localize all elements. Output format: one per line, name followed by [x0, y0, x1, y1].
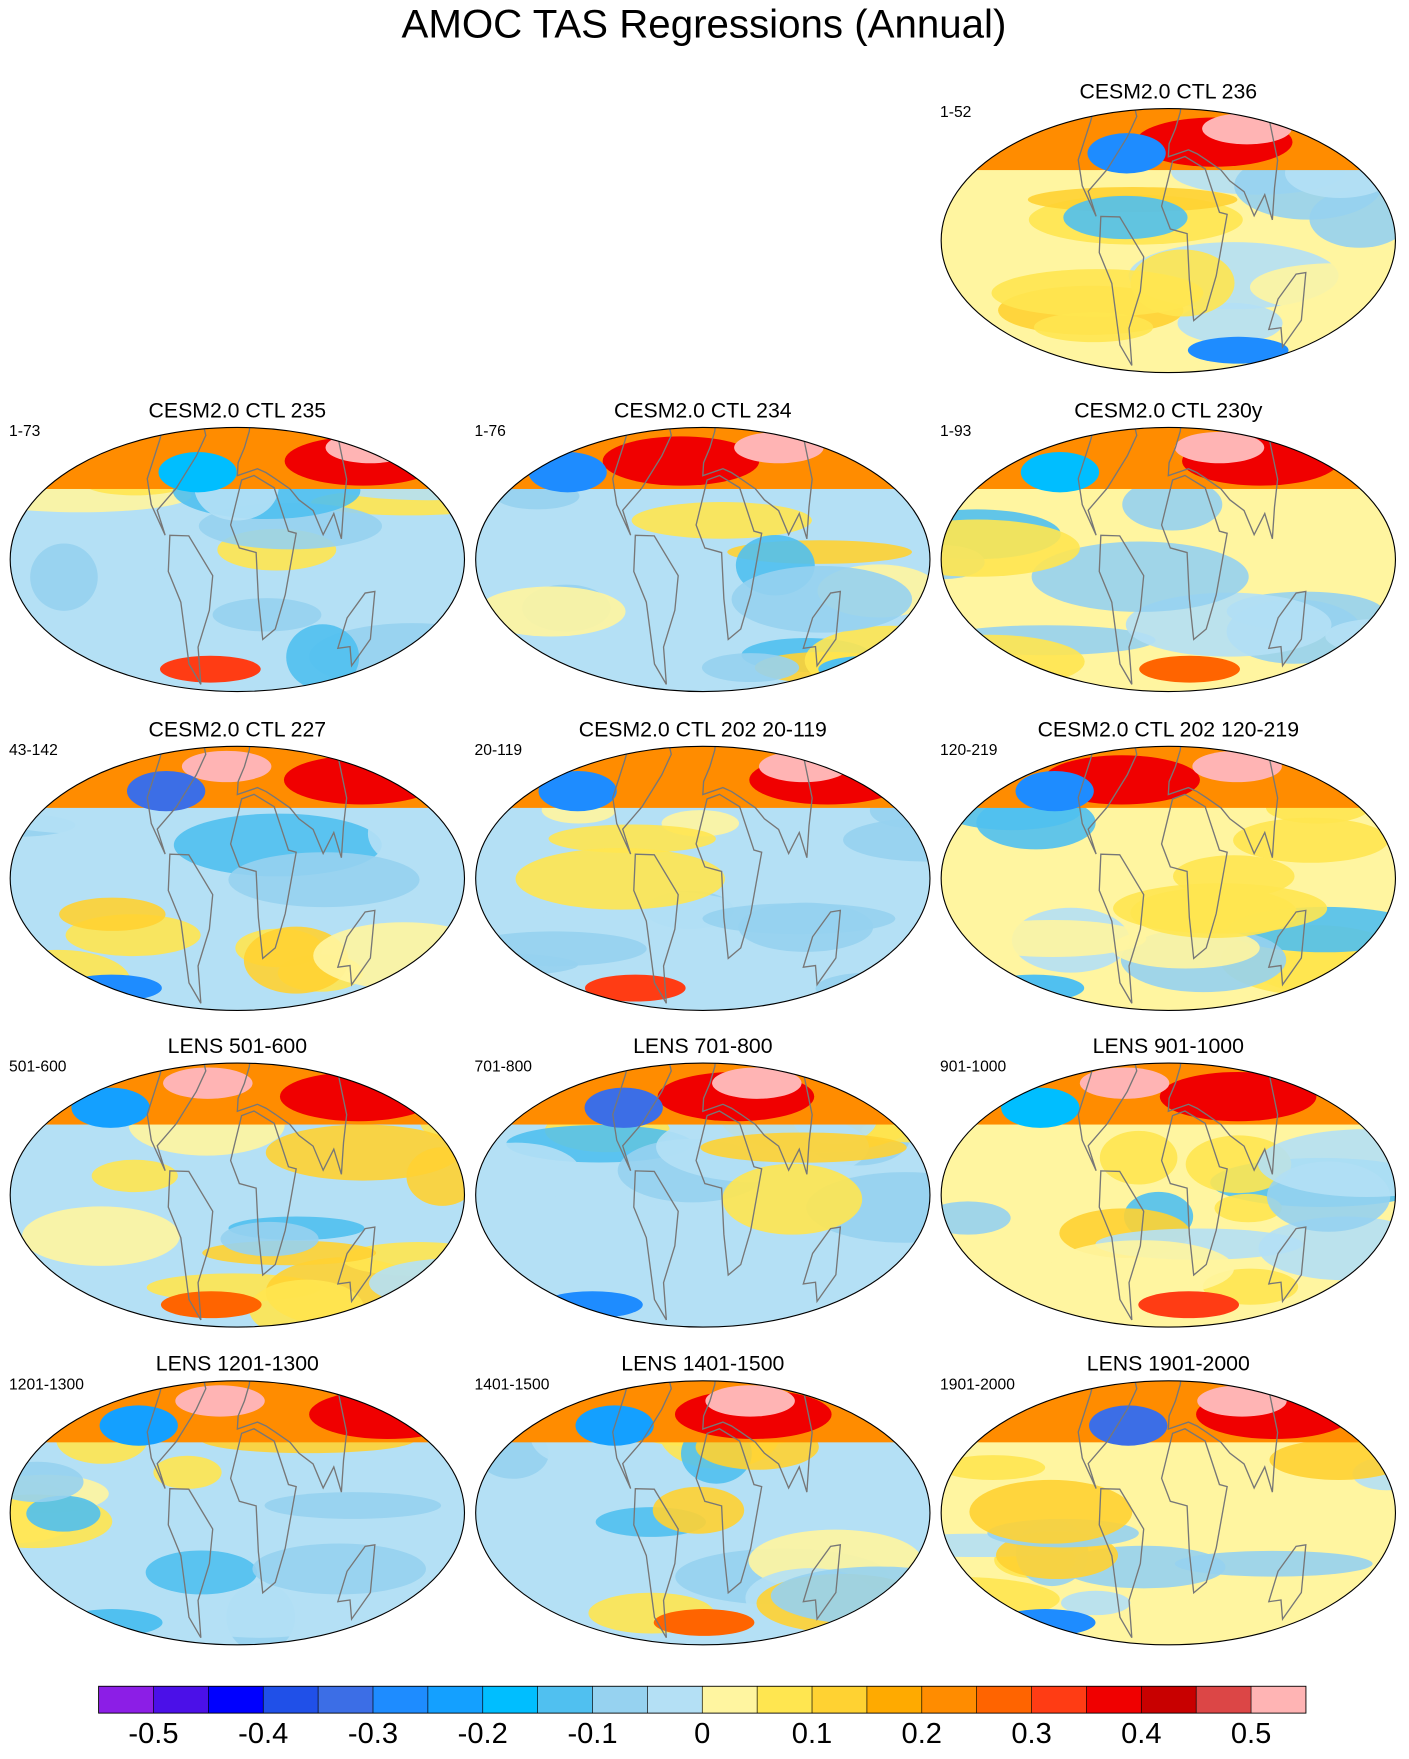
map-outline [9, 1062, 466, 1328]
colorbar-box [866, 1686, 922, 1714]
panel-title: LENS 1201-1300 [156, 1352, 319, 1376]
panel-title: CESM2.0 CTL 236 [1080, 79, 1258, 103]
colorbar-box [1031, 1686, 1087, 1714]
map-field [475, 427, 930, 692]
panel-title: LENS 1401-1500 [621, 1352, 784, 1376]
colorbar-tick-label: 0.3 [1011, 1718, 1051, 1750]
panel-label: 501-600 [9, 1059, 67, 1076]
map-panel: CESM2.0 CTL 235 1-73 [9, 398, 466, 693]
colorbar-box [812, 1686, 867, 1714]
colorbar-tick-label: 0.2 [902, 1718, 942, 1750]
map-panel: LENS 901-1000 901-1000 [940, 1034, 1397, 1328]
colorbar-tick-label: 0.1 [792, 1718, 832, 1750]
map-field [475, 1380, 930, 1645]
colorbar-box [921, 1686, 977, 1714]
colorbar-box [702, 1686, 758, 1714]
colorbar: -0.5 -0.4 -0.3 -0.2 -0.1 0 0.1 0.2 0.3 0.4 0.5 [98, 1685, 1307, 1750]
map-outline [475, 426, 931, 693]
panel-label: 1901-2000 [940, 1376, 1015, 1393]
panel-label: 1-93 [940, 423, 972, 440]
colorbar-box [1086, 1686, 1142, 1714]
map-field [475, 746, 930, 1011]
colorbar-box [263, 1686, 319, 1714]
colorbar-box [153, 1686, 209, 1714]
panel-title: CESM2.0 CTL 202 20-119 [579, 717, 827, 741]
panel-title: CESM2.0 CTL 230y [1074, 398, 1263, 422]
colorbar-box [318, 1686, 373, 1714]
map-panel: CESM2.0 CTL 230y 1-93 [940, 398, 1397, 693]
colorbar-frame [98, 1685, 1307, 1714]
map-field [475, 1063, 930, 1328]
map-outline [475, 745, 931, 1011]
map-panel: CESM2.0 CTL 202 20-119 20-119 [475, 717, 931, 1011]
panel-title: CESM2.0 CTL 202 120-219 [1038, 717, 1299, 741]
panel-label: 1401-1500 [475, 1376, 550, 1393]
panel-title: CESM2.0 CTL 234 [614, 398, 792, 422]
panel-title: LENS 501-600 [168, 1034, 307, 1058]
colorbar-box [427, 1686, 483, 1714]
map-field [941, 746, 1396, 1011]
map-field [10, 1063, 465, 1328]
colorbar-box [482, 1686, 538, 1714]
colorbar-tick-label: 0.4 [1121, 1718, 1161, 1750]
colorbar-tick-label: -0.3 [348, 1718, 398, 1750]
map-panel: CESM2.0 CTL 234 1-76 [475, 398, 931, 693]
panel-label: 901-1000 [940, 1059, 1006, 1076]
map-field [10, 427, 465, 692]
panel-label: 120-219 [940, 742, 997, 759]
colorbar-tick-label: 0.5 [1231, 1718, 1271, 1750]
colorbar-box [592, 1686, 648, 1714]
map-outline [9, 745, 466, 1011]
map-outline [940, 1062, 1397, 1328]
map-outline [940, 107, 1397, 374]
panel-label: 20-119 [475, 742, 523, 759]
colorbar-tick-label: -0.4 [238, 1718, 288, 1750]
map-outline [940, 426, 1397, 693]
panel-label: 701-800 [475, 1059, 533, 1076]
colorbar-box [757, 1686, 813, 1714]
map-panel: LENS 501-600 501-600 [9, 1034, 466, 1328]
panel-title: CESM2.0 CTL 235 [149, 398, 327, 422]
map-panel: CESM2.0 CTL 236 1-52 [940, 79, 1397, 374]
map-panel: LENS 1901-2000 1901-2000 [940, 1352, 1397, 1646]
colorbar-box [1141, 1686, 1197, 1714]
colorbar-tick-label: -0.1 [567, 1718, 617, 1750]
panel-label: 43-142 [9, 742, 58, 759]
map-outline [940, 745, 1397, 1011]
colorbar-box [976, 1686, 1032, 1714]
map-outline [940, 1380, 1397, 1646]
colorbar-box [1251, 1686, 1306, 1714]
colorbar-tick-label: 0 [694, 1718, 710, 1750]
panel-title: LENS 901-1000 [1093, 1034, 1244, 1058]
panel-title: LENS 701-800 [633, 1034, 772, 1058]
panel-title: CESM2.0 CTL 227 [149, 717, 327, 741]
map-field [10, 746, 465, 1011]
map-outline [475, 1062, 931, 1328]
map-outline [475, 1380, 931, 1646]
figure-title: AMOC TAS Regressions (Annual) [401, 1, 1006, 46]
map-panel: LENS 1401-1500 1401-1500 [475, 1352, 931, 1646]
panel-label: 1-76 [475, 423, 507, 440]
map-panel: CESM2.0 CTL 202 120-219 120-219 [940, 717, 1397, 1011]
colorbar-box [647, 1686, 703, 1714]
colorbar-tick-label: -0.5 [128, 1718, 178, 1750]
map-outline [9, 1380, 466, 1646]
colorbar-box [372, 1686, 428, 1714]
map-panel: LENS 701-800 701-800 [475, 1034, 931, 1328]
colorbar-box [1196, 1686, 1252, 1714]
colorbar-box [537, 1686, 593, 1714]
map-field [941, 108, 1396, 373]
panel-label: 1-52 [940, 104, 971, 121]
colorbar-box [98, 1686, 154, 1714]
map-outline [9, 426, 466, 693]
map-panel: LENS 1201-1300 1201-1300 [9, 1352, 466, 1646]
colorbar-box [208, 1686, 264, 1714]
panel-title: LENS 1901-2000 [1087, 1352, 1250, 1376]
colorbar-tick-label: -0.2 [458, 1718, 508, 1750]
panel-label: 1-73 [9, 423, 41, 440]
panel-label: 1201-1300 [9, 1376, 84, 1393]
map-panel: CESM2.0 CTL 227 43-142 [9, 717, 466, 1011]
